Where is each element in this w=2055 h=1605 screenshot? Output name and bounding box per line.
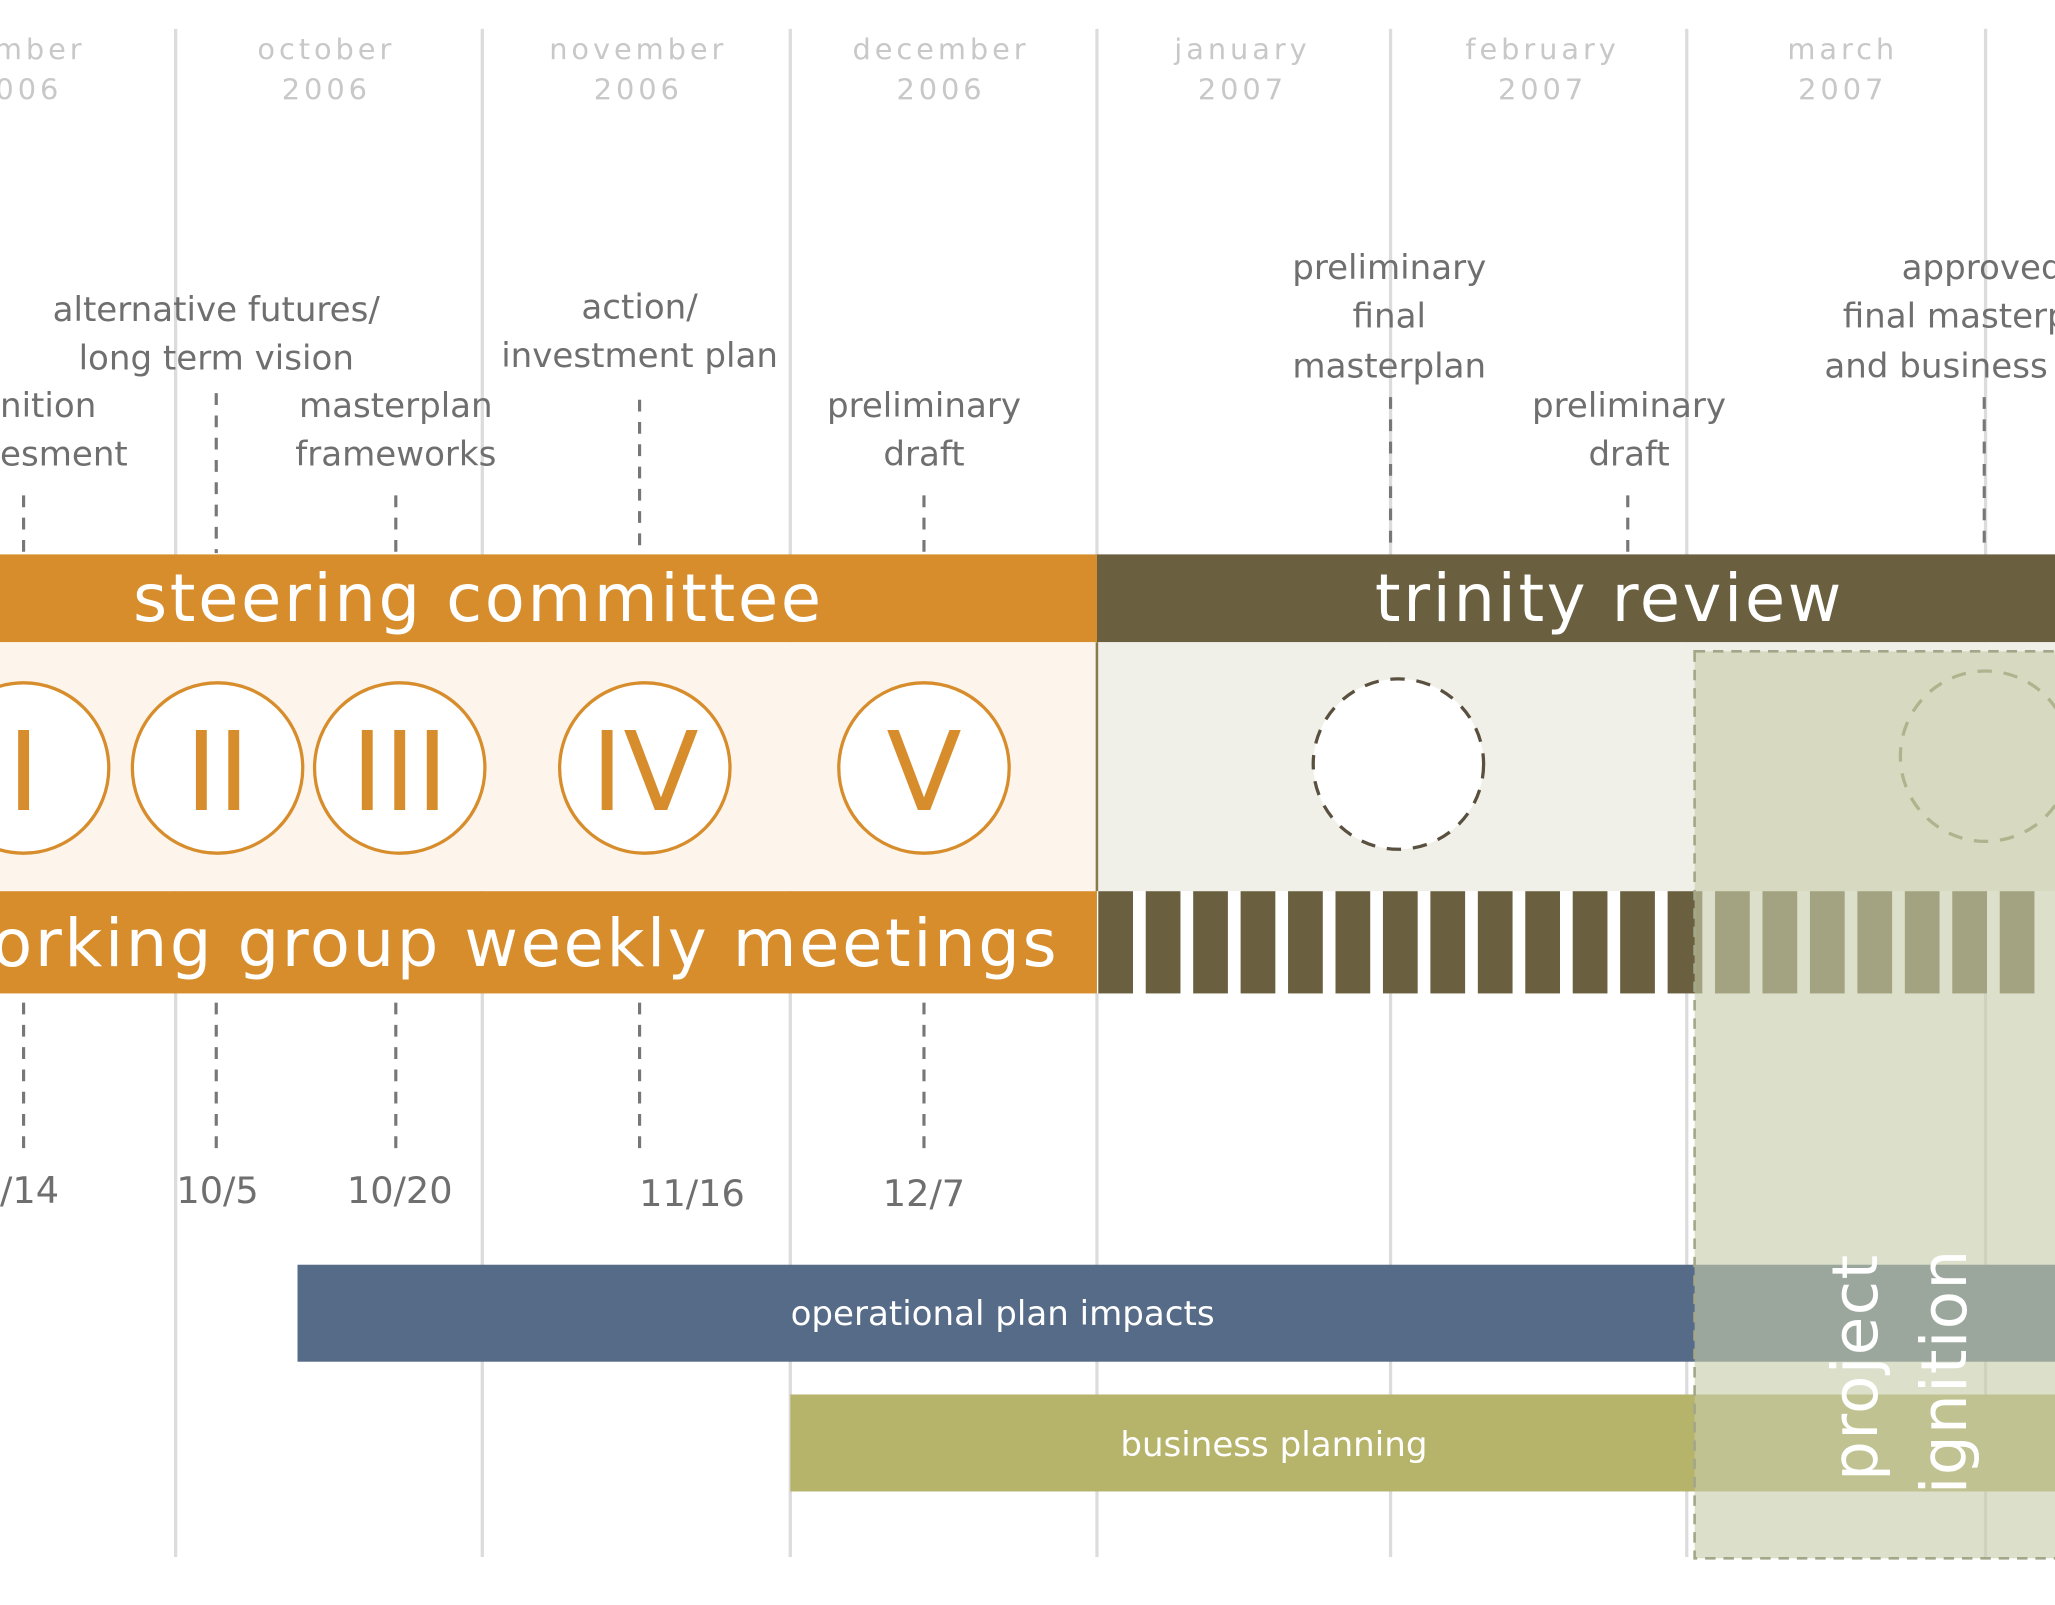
milestone-prelim-final-line2: final	[1353, 297, 1426, 337]
weekly-meeting-stripe	[1193, 891, 1228, 994]
operational-plan-label: operational plan impacts	[791, 1294, 1215, 1334]
session-label-1: I	[7, 708, 39, 836]
business-planning-label: business planning	[1120, 1425, 1427, 1465]
milestone-approved-line1: approved	[1902, 248, 2055, 288]
weekly-meeting-stripe	[1620, 891, 1655, 994]
month-name: ember	[0, 32, 86, 66]
milestone-action-line2: investment plan	[501, 336, 778, 376]
month-name: march	[1787, 32, 1898, 66]
session-label-4: IV	[591, 708, 699, 836]
milestone-prelim-draft2-line2: draft	[1588, 434, 1669, 474]
month-year: 2007	[1798, 73, 1887, 107]
date-label-4: 11/16	[639, 1172, 745, 1215]
milestone-frameworks-line1: masterplan	[299, 386, 493, 426]
trinity-placeholder-circle-1	[1311, 677, 1486, 851]
milestone-approved-line3: and business	[1824, 346, 2047, 386]
session-circle-3	[312, 681, 487, 855]
weekly-meeting-stripe	[1430, 891, 1466, 994]
weekly-meeting-stripe	[1525, 891, 1561, 994]
month-name: february	[1465, 32, 1619, 66]
milestone-approved-line2: final masterp	[1843, 297, 2055, 337]
month-year: 2006	[594, 73, 683, 107]
project-ignition-label-line2: ignition	[1908, 1248, 1981, 1494]
weekly-meeting-stripe	[1145, 891, 1181, 994]
working-group-label: orking group weekly meetings	[0, 906, 1059, 982]
milestone-definition-line1: nition	[0, 386, 96, 426]
steering-sessions: I II III IV V	[0, 681, 1011, 855]
weekly-meeting-stripe	[1382, 891, 1418, 994]
session-circle-5	[837, 681, 1011, 855]
dashed-connectors	[22, 393, 1986, 1154]
trinity-review-band	[1096, 554, 2055, 643]
milestone-prelim-draft2-line1: preliminary	[1532, 386, 1726, 426]
date-label-1: /14	[0, 1169, 59, 1212]
month-year: 2007	[1198, 73, 1287, 107]
date-label-5: 12/7	[883, 1172, 965, 1215]
steering-committee-band	[0, 554, 1097, 643]
milestone-prelim-draft1-line1: preliminary	[827, 386, 1021, 426]
milestone-prelim-draft1-line2: draft	[883, 434, 964, 474]
top-milestone-labels: nition esment alternative futures/ long …	[0, 248, 2055, 474]
session-label-2: II	[185, 708, 250, 836]
month-year: 2006	[896, 73, 985, 107]
steering-committee-label: steering committee	[133, 561, 824, 637]
trinity-review-label: trinity review	[1375, 561, 1844, 637]
month-headers: ember 006 october 2006 november 2006 december 2…	[0, 32, 1898, 107]
weekly-meeting-stripe	[1335, 891, 1371, 994]
project-ignition-overlay	[1693, 650, 2055, 1560]
milestone-prelim-final-line3: masterplan	[1292, 346, 1486, 386]
session-circle-4	[557, 681, 732, 855]
weekly-meeting-stripe	[1477, 891, 1513, 994]
month-name: december	[852, 32, 1029, 66]
session-circle-2	[130, 681, 305, 855]
project-ignition-label-line1: project	[1819, 1254, 1892, 1481]
session-label-5: V	[886, 708, 961, 836]
session-label-3: III	[351, 708, 448, 836]
milestone-alternative-line1: alternative futures/	[53, 290, 381, 330]
session-circle-1	[0, 681, 111, 855]
month-name: october	[257, 32, 395, 66]
date-label-3: 10/20	[347, 1169, 453, 1212]
weekly-meeting-stripe	[1098, 891, 1134, 994]
milestone-definition-line2: esment	[0, 434, 128, 474]
milestone-frameworks-line2: frameworks	[295, 434, 496, 474]
milestone-action-line1: action/	[581, 287, 698, 327]
weekly-meeting-stripe	[1288, 891, 1323, 994]
weekly-meeting-stripe	[1572, 891, 1608, 994]
month-year: 2007	[1498, 73, 1587, 107]
weekly-meeting-stripe	[1240, 891, 1276, 994]
milestone-alternative-line2: long term vision	[79, 339, 354, 379]
date-labels: /14 10/5 10/20 11/16 12/7	[0, 1169, 965, 1215]
date-label-2: 10/5	[176, 1169, 258, 1212]
month-year: 006	[0, 73, 62, 107]
month-year: 2006	[282, 73, 371, 107]
working-group-band	[0, 891, 1097, 994]
month-name: january	[1173, 32, 1310, 66]
milestone-prelim-final-line1: preliminary	[1292, 248, 1486, 288]
month-name: november	[549, 32, 727, 66]
